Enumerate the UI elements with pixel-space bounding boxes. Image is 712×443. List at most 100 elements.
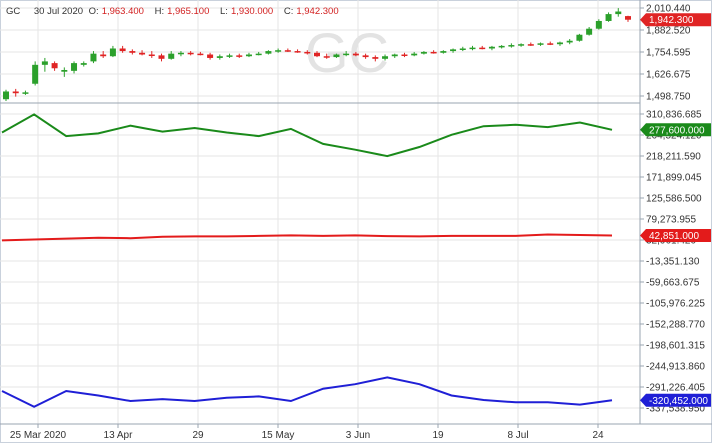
candle — [333, 53, 340, 58]
candle-body — [440, 51, 447, 53]
candle-body — [595, 20, 602, 29]
candle-body — [3, 91, 9, 100]
candle-body — [275, 50, 282, 52]
candle — [362, 53, 369, 59]
candle-body — [333, 54, 340, 58]
candle — [595, 19, 602, 30]
candle-body — [547, 43, 554, 45]
indicator-axis: 310,836.685264,524.120218,211.590171,899… — [640, 110, 705, 415]
red-value-tag: 42,851.000 — [640, 229, 711, 243]
candle — [488, 45, 495, 51]
low-label: L: — [220, 6, 228, 17]
time-tick-label: 19 — [432, 430, 444, 441]
candle — [207, 52, 214, 60]
candle-body — [362, 55, 369, 58]
date-label: 30 Jul 2020 — [33, 6, 84, 17]
indicator-tick-label: -244,913.860 — [646, 362, 705, 373]
candle-body — [148, 54, 155, 57]
candle — [12, 88, 19, 97]
candle — [625, 15, 631, 22]
candle — [177, 51, 184, 57]
low-value: 1,930.000 — [230, 6, 274, 17]
x-axis: 25 Mar 2020 13 Apr 29 15 May 3 Jun 19 8 Jul 24 — [10, 424, 604, 441]
candle-body — [236, 55, 243, 57]
candle — [51, 61, 58, 71]
candle-body — [488, 46, 495, 49]
candle — [586, 26, 593, 36]
indicator-tick-label: -59,663.675 — [646, 278, 700, 289]
value-tags: 1,942.300 277,600.000 42,851.000 -320,452.0… — [640, 13, 711, 407]
candle — [129, 49, 136, 55]
close-label: C: — [283, 6, 294, 17]
red-value-tag-bg — [640, 229, 711, 243]
time-tick-label: 13 Apr — [104, 430, 134, 441]
candle — [245, 52, 252, 58]
candle-body — [352, 53, 359, 56]
candle-body — [80, 63, 87, 65]
candle — [411, 51, 418, 57]
candle — [90, 51, 97, 64]
close-value: 1,942.300 — [296, 6, 339, 17]
candle-body — [61, 69, 68, 72]
indicator-tick-label: 171,899.045 — [646, 173, 702, 184]
candle — [255, 51, 262, 56]
open-label: O: — [88, 6, 99, 17]
candle — [100, 51, 107, 58]
price-tick-label: 1,498.750 — [646, 92, 691, 103]
time-tick-label: 29 — [192, 430, 204, 441]
candle — [556, 41, 563, 46]
candle — [479, 45, 486, 50]
candle — [3, 89, 9, 101]
candle — [382, 54, 389, 61]
indicator-tick-label: -198,601.315 — [646, 341, 705, 352]
candle-body — [158, 55, 165, 59]
candle — [284, 48, 291, 52]
candle — [372, 55, 379, 62]
candle-body — [625, 16, 631, 20]
candle — [605, 12, 612, 22]
candle — [71, 61, 78, 74]
grid — [0, 0, 640, 424]
price-tick-label: 2,010.440 — [646, 4, 691, 15]
candle — [566, 39, 573, 45]
price-tick-label: 1,754.595 — [646, 48, 691, 59]
candle — [343, 51, 350, 57]
candle-body — [343, 53, 350, 56]
candle-body — [498, 45, 505, 48]
candle-body — [605, 14, 612, 21]
time-tick-label: 24 — [592, 430, 604, 441]
candle-body — [71, 63, 78, 71]
candle — [508, 43, 515, 48]
blue-indicator-line — [1, 376, 613, 408]
candle — [615, 8, 622, 17]
candle — [158, 53, 165, 62]
candle — [450, 48, 457, 53]
green-value-tag: 277,600.000 — [640, 123, 711, 137]
open-value: 1,963.400 — [101, 6, 144, 17]
candle-body — [100, 54, 107, 57]
indicator-tick-label: -337,538.950 — [646, 404, 705, 415]
candle — [527, 42, 534, 46]
candle-body — [391, 54, 398, 57]
candle-body — [518, 44, 525, 46]
candle — [430, 50, 437, 54]
high-value: 1,965.100 — [167, 6, 210, 17]
indicator-tick-label: -152,288.770 — [646, 320, 705, 331]
time-tick-label: 3 Jun — [346, 430, 370, 441]
candle-body — [459, 48, 466, 50]
time-tick-label: 15 May — [262, 430, 295, 441]
candle-body — [226, 55, 233, 57]
blue-value-tag: -320,452.000 — [640, 393, 711, 407]
candle-body — [323, 56, 330, 58]
red-value-tag-text: 42,851.000 — [649, 231, 699, 242]
candle-body — [537, 43, 544, 45]
candle-body — [527, 44, 534, 46]
candle-body — [139, 52, 146, 55]
indicator-tick-label: 79,273.955 — [646, 215, 696, 226]
candle — [139, 50, 146, 56]
candle-body — [430, 51, 437, 54]
candle-body — [51, 63, 58, 69]
candle — [22, 90, 29, 95]
candle — [352, 51, 359, 57]
